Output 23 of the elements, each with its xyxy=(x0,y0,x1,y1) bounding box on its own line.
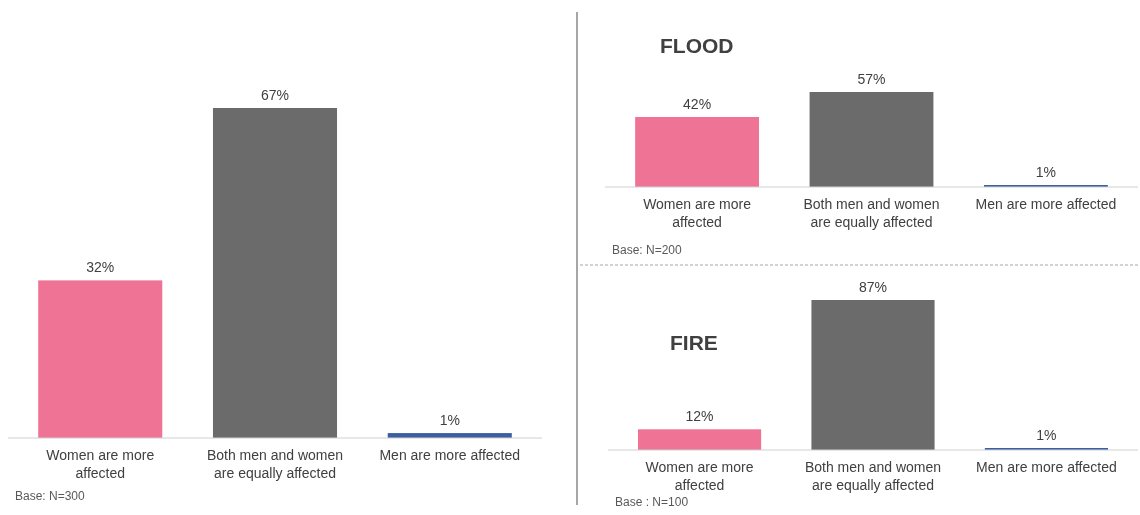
data-label: 1% xyxy=(1035,164,1057,180)
data-label: 1% xyxy=(1036,427,1057,443)
x-tick-label: Women are more affected xyxy=(645,459,754,493)
x-tick-label: Both men and women are equally affected xyxy=(803,196,940,230)
text: Base: N=300 xyxy=(15,489,86,503)
data-label: 32% xyxy=(86,259,115,276)
x-tick-label: Men are more affected xyxy=(976,459,1117,475)
data-label: 42% xyxy=(683,96,712,112)
text: Base: N=200 xyxy=(612,243,683,257)
data-label: 57% xyxy=(857,71,886,87)
data-label: 67% xyxy=(260,87,290,103)
x-tick-label: Women are more affected xyxy=(643,196,752,230)
x-tick-label: Both men and women are equally affected xyxy=(206,447,344,481)
x-tick-label: Women are more affected xyxy=(46,447,155,481)
chart-title: FLOOD xyxy=(660,34,734,57)
data-label: 12% xyxy=(685,408,714,425)
x-tick-label: Men are more affected xyxy=(975,196,1117,212)
data-label: 87% xyxy=(858,279,888,295)
data-label: 1% xyxy=(439,412,460,429)
text: Base : N=100 xyxy=(615,495,689,509)
x-tick-label: Both men and women are equally affected xyxy=(804,459,942,493)
x-tick-label: Men are more affected xyxy=(379,447,521,463)
text: FIRE xyxy=(670,331,718,354)
